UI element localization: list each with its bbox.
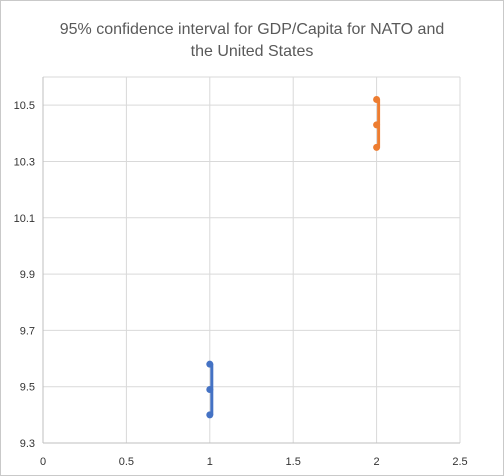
y-tick-label: 9.7 (20, 325, 35, 337)
data-point-series-2 (373, 96, 381, 104)
x-tick-label: 0.5 (119, 456, 134, 468)
x-tick-label: 1 (207, 456, 213, 468)
x-tick-label: 1.5 (286, 456, 301, 468)
tick-labels: 0 0.5 1 1.5 2 2.5 9.3 9.5 9.7 9.9 10.1 10.3 10.5 (14, 100, 468, 468)
axes (42, 77, 460, 444)
data-point-series-2 (373, 143, 381, 151)
y-tick-label: 9.3 (20, 438, 35, 450)
data-point-series-1 (206, 386, 214, 394)
data-point-series-1 (206, 360, 214, 368)
x-tick-label: 0 (40, 456, 46, 468)
y-tick-label: 9.5 (20, 382, 35, 394)
y-tick-label: 10.5 (14, 100, 35, 112)
chart-title: 95% confidence interval for GDP/Capita f… (1, 19, 503, 63)
y-tick-label: 9.9 (20, 269, 35, 281)
chart-title-line-1: 95% confidence interval for GDP/Capita f… (59, 21, 445, 38)
chart-title-line-2: the United States (190, 43, 314, 60)
x-tick-label: 2 (374, 456, 380, 468)
data-point-series-2 (373, 121, 381, 129)
y-tick-label: 10.3 (14, 156, 35, 168)
x-tick-label: 2.5 (452, 456, 467, 468)
gridlines (43, 76, 461, 443)
data-point-series-1 (206, 411, 214, 419)
series-marks (206, 96, 381, 419)
y-tick-label: 10.1 (14, 213, 35, 225)
